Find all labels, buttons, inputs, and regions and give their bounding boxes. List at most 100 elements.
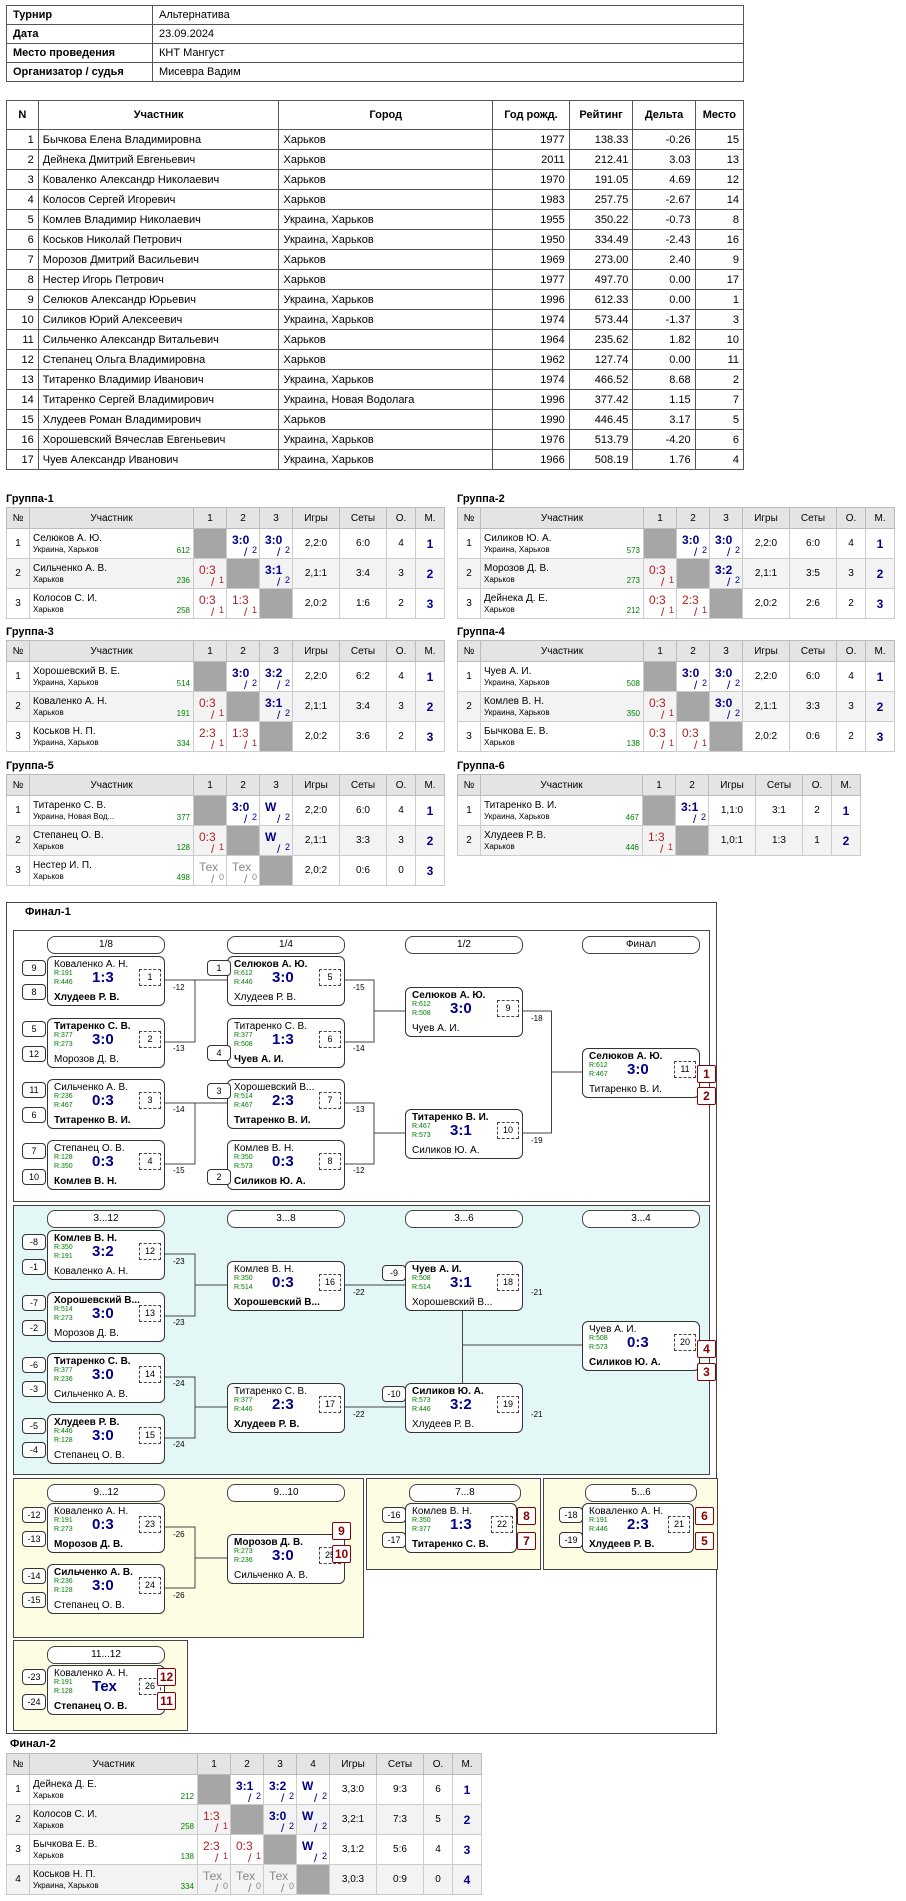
result-slash: / — [244, 872, 248, 886]
match-score: 0:3 — [92, 1516, 114, 1533]
player-cell: 1990 — [492, 409, 570, 430]
result-score: 3:0 — [682, 533, 700, 547]
result-points: 2 — [289, 1821, 295, 1831]
player-cell: 1970 — [492, 169, 570, 190]
result-points: 1 — [256, 1851, 262, 1861]
player-cell: 1964 — [492, 329, 570, 350]
result-cell: 3:1/ 2 — [675, 795, 709, 826]
result-slash: / — [661, 738, 665, 752]
match-player-2: Титаренко В. И. — [54, 1115, 131, 1126]
col-num-header: № — [457, 774, 481, 796]
participant-name: Селюков А. Ю. — [33, 532, 103, 544]
match-rating-1: R:612 — [412, 1001, 431, 1008]
match-player-2: Хлудеев Р. В. — [234, 1419, 300, 1430]
match-rating-1: R:573 — [412, 1397, 431, 1404]
match-rating-1: R:191 — [54, 1679, 73, 1686]
participant-rating: 258 — [176, 606, 190, 615]
participant-cell: Дейнека Д. Е. Харьков 212 — [480, 588, 644, 619]
player-cell: 1.15 — [632, 389, 696, 410]
participant-rating: 138 — [626, 739, 640, 748]
col-opponent-header: 3 — [263, 1753, 297, 1775]
participant-cell: Чуев А. И. Украина, Харьков 508 — [480, 661, 644, 692]
player-row: 14 Титаренко Сергей Владимирович Украина, … — [6, 389, 745, 410]
group-row: 3 Дейнека Д. Е. Харьков 212 0:3/1 2:3/1 2,0:2 2… — [457, 588, 895, 619]
match-player-1: Силиков Ю. А. — [412, 1386, 484, 1397]
result-cell: 3:1/ 2 — [259, 558, 293, 589]
info-value: Мисевра Вадим — [152, 62, 744, 82]
col-games-header: Игры — [742, 640, 790, 662]
participant-city: Харьков — [33, 1790, 64, 1800]
result-slash: / — [727, 678, 731, 692]
player-cell: -0.73 — [632, 209, 696, 230]
player-cell: -1.37 — [632, 309, 696, 330]
result-cell: 3:0/ 2 — [709, 661, 743, 692]
result-points: 0 — [219, 872, 225, 882]
col-opponent-header: 2 — [230, 1753, 264, 1775]
result-cell: 3:2/ 2 — [259, 661, 293, 692]
loser-destination-label: -22 — [353, 1288, 365, 1297]
sets-cell: 3:3 — [789, 691, 837, 722]
seed-label: -2 — [22, 1320, 46, 1336]
points-cell: 4 — [386, 661, 416, 692]
player-cell: 1974 — [492, 369, 570, 390]
player-cell: 2.40 — [632, 249, 696, 270]
result-slash: / — [314, 1821, 318, 1835]
final-place-badge: 4 — [697, 1340, 716, 1358]
player-cell: 3 — [6, 169, 39, 190]
points-cell: 3 — [386, 691, 416, 722]
result-slash: / — [244, 605, 248, 619]
result-cell: Тех/ 0 — [197, 1864, 231, 1895]
match-rating-2: R:273 — [54, 1526, 73, 1533]
loser-destination-label: -15 — [173, 1166, 185, 1175]
group-6-table: № Участник 1 2 Игры Сеты О. М. 1 Титаренко В. И. У… — [457, 774, 861, 856]
player-row: 1 Бычкова Елена Владимировна Харьков 1977 13… — [6, 129, 745, 150]
col-opponent-header: 2 — [226, 640, 260, 662]
final-1-title: Финал-1 — [25, 906, 71, 918]
match-number: 2 — [139, 1031, 161, 1048]
match-box: Сильченко А. В. R:236 R:467 0:3 3 Титаренко В… — [47, 1079, 165, 1129]
result-cell: 3:0/ 2 — [226, 795, 260, 826]
result-cell: 0:3/ 1 — [193, 558, 227, 589]
result-slash: / — [314, 1851, 318, 1865]
match-number: 15 — [139, 1427, 161, 1444]
participant-name: Бычкова Е. В. — [33, 1838, 98, 1850]
col-sets-header: Сеты — [789, 640, 837, 662]
seed-label: -1 — [22, 1259, 46, 1275]
player-cell: 6 — [6, 229, 39, 250]
points-cell: 3 — [836, 558, 866, 589]
self-cell — [230, 1804, 264, 1835]
result-slash: / — [694, 545, 698, 559]
sets-cell: 6:0 — [789, 661, 837, 692]
result-slash: / — [281, 1791, 285, 1805]
participant-city: Харьков — [33, 707, 64, 717]
col-points-header: О. — [386, 774, 416, 796]
match-player-1: Сильченко А. В. — [54, 1082, 128, 1093]
result-score: 0:3 — [199, 830, 216, 844]
group-row: 1 Титаренко С. В. Украина, Новая Вод... 377… — [6, 795, 445, 826]
participant-name: Чуев А. И. — [484, 665, 532, 677]
result-slash: / — [694, 738, 698, 752]
result-points: 1 — [252, 738, 258, 748]
result-slash: / — [244, 545, 248, 559]
result-score: W — [302, 1809, 314, 1823]
points-cell: 0 — [423, 1864, 453, 1895]
player-cell: 14 — [6, 389, 39, 410]
player-row: 4 Колосов Сергей Игоревич Харьков 1983 257.7… — [6, 189, 745, 210]
player-cell: 1962 — [492, 349, 570, 370]
result-slash: / — [277, 842, 281, 856]
player-cell: 0.00 — [632, 269, 696, 290]
player-cell: -4.20 — [632, 429, 696, 450]
group-row: 2 Коваленко А. Н. Харьков 191 0:3/1 3:1/2 2,1:… — [6, 691, 445, 722]
result-score: W — [265, 830, 277, 844]
result-cell: W/ 2 — [296, 1774, 330, 1805]
player-cell: Сильченко Александр Витальевич — [37, 329, 280, 350]
loser-destination-label: -26 — [173, 1591, 185, 1600]
participant-name: Сильченко А. В. — [33, 562, 107, 574]
row-num: 2 — [457, 825, 481, 856]
result-points: 1 — [669, 605, 675, 615]
group-row: 2 Колосов С. И. Харьков 258 1:3/1 3:0/2 W/2 3,2… — [6, 1804, 482, 1835]
player-cell: 11 — [6, 329, 39, 350]
points-cell: 3 — [386, 825, 416, 856]
group-header-row: № Участник 1 2 3 Игры Сеты О. М. — [6, 507, 445, 529]
seed-label: 7 — [22, 1143, 46, 1159]
